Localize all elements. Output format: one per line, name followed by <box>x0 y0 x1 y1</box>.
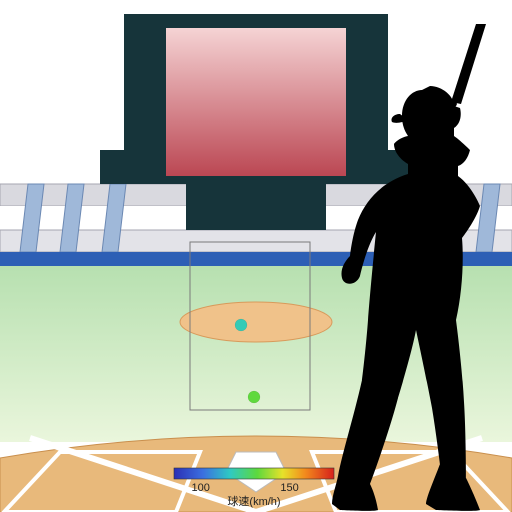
pitchers-mound <box>180 302 332 342</box>
speed-legend-tick: 150 <box>280 482 298 494</box>
scoreboard-screen <box>166 28 346 176</box>
scoreboard-wing <box>100 150 124 184</box>
speed-legend-label: 球速(km/h) <box>227 494 280 508</box>
stadium-scene: 100 150球速(km/h) <box>0 0 512 512</box>
scoreboard-stem <box>186 184 326 230</box>
pitch-location-chart: 100 150球速(km/h) <box>0 0 512 512</box>
pitch-marker[interactable] <box>235 319 247 331</box>
pitch-marker[interactable] <box>248 391 260 403</box>
speed-legend-bar <box>174 468 334 479</box>
speed-legend-tick: 100 <box>191 482 209 494</box>
